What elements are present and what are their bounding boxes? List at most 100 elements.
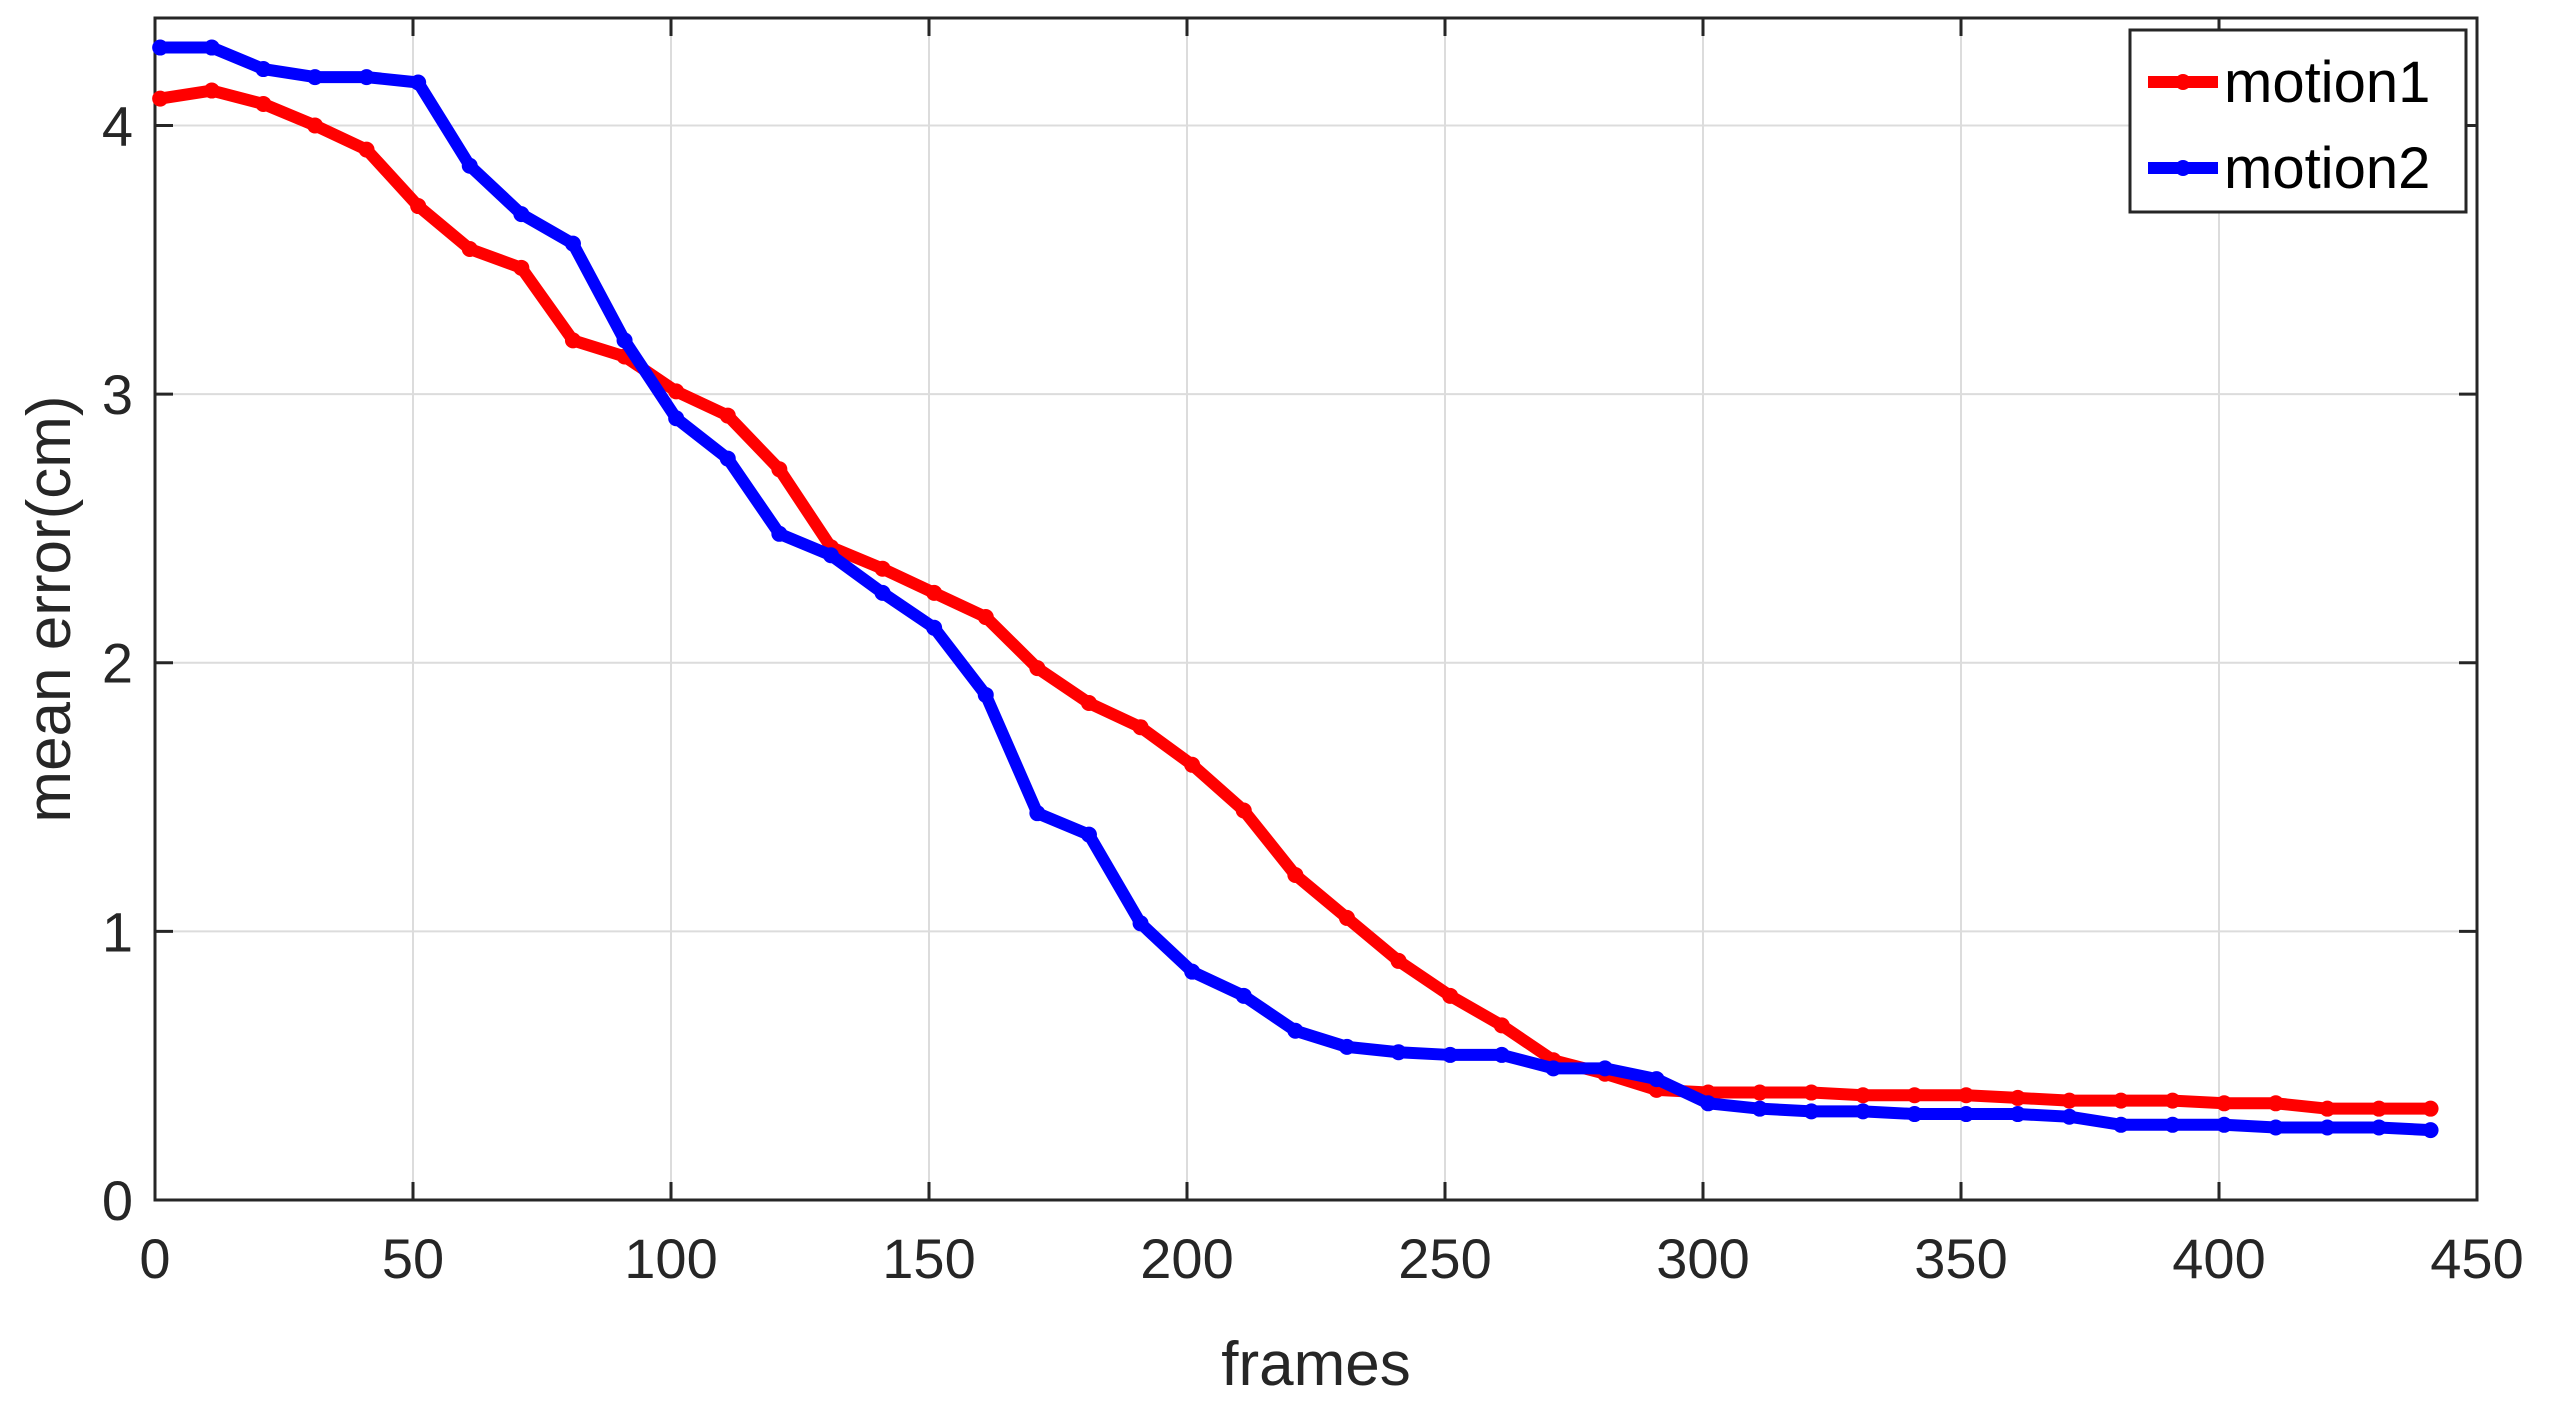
data-point-motion1 bbox=[306, 117, 323, 134]
data-point-motion2 bbox=[1184, 963, 1201, 980]
data-point-motion2 bbox=[668, 410, 685, 427]
x-tick-label: 350 bbox=[1914, 1227, 2007, 1290]
data-point-motion2 bbox=[1132, 915, 1149, 932]
data-point-motion2 bbox=[410, 74, 427, 91]
data-point-motion1 bbox=[358, 141, 375, 158]
data-point-motion2 bbox=[1958, 1106, 1975, 1123]
data-point-motion1 bbox=[152, 90, 169, 107]
data-point-motion2 bbox=[1287, 1022, 1304, 1039]
legend-marker-motion1 bbox=[2175, 74, 2191, 90]
data-point-motion2 bbox=[2370, 1119, 2387, 1136]
data-point-motion2 bbox=[2164, 1116, 2181, 1133]
data-point-motion2 bbox=[1390, 1044, 1407, 1061]
legend-box bbox=[2128, 28, 2468, 214]
data-point-motion1 bbox=[668, 383, 685, 400]
data-point-motion1 bbox=[1442, 987, 1459, 1004]
x-axis-ticks: 0 50 100 150 200 250 300 350 400 450 bbox=[139, 18, 2524, 1290]
data-point-motion2 bbox=[1235, 987, 1252, 1004]
data-point-motion2 bbox=[564, 235, 581, 252]
data-point-motion1 bbox=[977, 609, 994, 626]
x-tick-label: 300 bbox=[1656, 1227, 1749, 1290]
x-tick-label: 200 bbox=[1140, 1227, 1233, 1290]
data-point-motion2 bbox=[1854, 1103, 1871, 1120]
data-point-motion2 bbox=[1803, 1103, 1820, 1120]
y-axis-label: mean error(cm) bbox=[15, 395, 84, 822]
data-point-motion2 bbox=[358, 69, 375, 86]
data-point-motion2 bbox=[1906, 1106, 1923, 1123]
data-point-motion2 bbox=[513, 206, 530, 223]
data-point-motion2 bbox=[1596, 1060, 1613, 1077]
y-tick-label: 4 bbox=[102, 94, 133, 157]
x-tick-label: 450 bbox=[2430, 1227, 2523, 1290]
data-point-motion2 bbox=[616, 332, 633, 349]
y-tick-label: 3 bbox=[102, 363, 133, 426]
data-point-motion2 bbox=[1700, 1095, 1717, 1112]
data-point-motion1 bbox=[2370, 1100, 2387, 1117]
data-point-motion2 bbox=[1338, 1038, 1355, 1055]
plot-area bbox=[155, 18, 2477, 1200]
data-point-motion1 bbox=[564, 332, 581, 349]
data-point-motion1 bbox=[2267, 1095, 2284, 1112]
data-point-motion1 bbox=[2216, 1095, 2233, 1112]
legend: motion1 motion2 bbox=[2128, 28, 2468, 214]
data-point-motion1 bbox=[2164, 1092, 2181, 1109]
data-point-motion1 bbox=[1080, 695, 1097, 712]
data-point-motion2 bbox=[2422, 1122, 2439, 1139]
y-tick-label: 0 bbox=[102, 1169, 133, 1232]
data-point-motion2 bbox=[771, 525, 788, 542]
x-tick-label: 100 bbox=[624, 1227, 717, 1290]
data-point-motion2 bbox=[306, 69, 323, 86]
data-point-motion1 bbox=[1338, 909, 1355, 926]
data-point-motion1 bbox=[1132, 719, 1149, 736]
data-point-motion2 bbox=[1648, 1071, 1665, 1088]
data-point-motion1 bbox=[1235, 802, 1252, 819]
legend-label-motion1: motion1 bbox=[2224, 50, 2430, 115]
data-point-motion2 bbox=[2267, 1119, 2284, 1136]
data-point-motion1 bbox=[513, 259, 530, 276]
data-point-motion1 bbox=[2319, 1100, 2336, 1117]
legend-label-motion2: motion2 bbox=[2224, 136, 2430, 201]
data-point-motion1 bbox=[1906, 1087, 1923, 1104]
x-axis-label: frames bbox=[1221, 1330, 1410, 1399]
series-motion2 bbox=[152, 39, 2439, 1139]
data-point-motion1 bbox=[2009, 1089, 2026, 1106]
data-point-motion1 bbox=[410, 198, 427, 215]
data-point-motion1 bbox=[1751, 1084, 1768, 1101]
data-point-motion1 bbox=[1390, 952, 1407, 969]
data-point-motion1 bbox=[874, 560, 891, 577]
data-point-motion1 bbox=[771, 461, 788, 478]
series-motion1 bbox=[152, 82, 2439, 1117]
legend-marker-motion2 bbox=[2175, 160, 2191, 176]
data-point-motion2 bbox=[2216, 1116, 2233, 1133]
x-tick-label: 50 bbox=[382, 1227, 444, 1290]
data-point-motion1 bbox=[719, 407, 736, 424]
data-point-motion2 bbox=[1751, 1100, 1768, 1117]
data-point-motion1 bbox=[926, 584, 943, 601]
x-tick-label: 150 bbox=[882, 1227, 975, 1290]
data-point-motion1 bbox=[2061, 1092, 2078, 1109]
data-point-motion1 bbox=[1803, 1084, 1820, 1101]
data-point-motion1 bbox=[461, 241, 478, 258]
data-point-motion2 bbox=[203, 39, 220, 56]
data-point-motion2 bbox=[719, 450, 736, 467]
y-axis-ticks: 0 1 2 3 4 bbox=[102, 94, 2477, 1232]
data-point-motion1 bbox=[1184, 756, 1201, 773]
data-point-motion2 bbox=[1029, 805, 1046, 822]
data-point-motion1 bbox=[255, 95, 272, 112]
x-tick-label: 0 bbox=[139, 1227, 170, 1290]
y-tick-label: 1 bbox=[102, 900, 133, 963]
series-layer bbox=[152, 39, 2439, 1139]
data-point-motion2 bbox=[255, 61, 272, 78]
data-point-motion1 bbox=[2422, 1100, 2439, 1117]
x-tick-label: 250 bbox=[1398, 1227, 1491, 1290]
data-point-motion1 bbox=[1029, 660, 1046, 677]
data-point-motion1 bbox=[203, 82, 220, 99]
x-tick-label: 400 bbox=[2172, 1227, 2265, 1290]
data-point-motion2 bbox=[1442, 1046, 1459, 1063]
data-point-motion1 bbox=[2112, 1092, 2129, 1109]
data-point-motion2 bbox=[1493, 1046, 1510, 1063]
data-point-motion2 bbox=[2061, 1108, 2078, 1125]
data-point-motion1 bbox=[1493, 1017, 1510, 1034]
data-point-motion1 bbox=[1287, 866, 1304, 883]
